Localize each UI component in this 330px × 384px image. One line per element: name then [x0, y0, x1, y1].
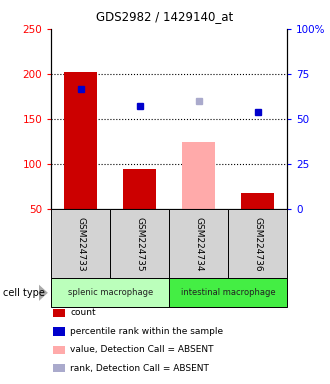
Text: GSM224733: GSM224733: [76, 217, 85, 271]
Bar: [169, 209, 228, 278]
Bar: [123, 169, 156, 209]
Bar: [64, 72, 97, 209]
Text: GSM224734: GSM224734: [194, 217, 203, 271]
Text: cell type: cell type: [3, 288, 45, 298]
Text: percentile rank within the sample: percentile rank within the sample: [70, 327, 223, 336]
Bar: [182, 142, 215, 209]
Bar: [51, 209, 110, 278]
Polygon shape: [39, 284, 48, 301]
Text: rank, Detection Call = ABSENT: rank, Detection Call = ABSENT: [70, 364, 209, 373]
Text: intestinal macrophage: intestinal macrophage: [181, 288, 276, 297]
Bar: [169, 278, 287, 307]
Text: GSM224736: GSM224736: [253, 217, 262, 271]
Text: splenic macrophage: splenic macrophage: [68, 288, 153, 297]
Bar: [228, 209, 287, 278]
Text: count: count: [70, 308, 96, 318]
Bar: [110, 209, 169, 278]
Bar: [51, 278, 169, 307]
Bar: [241, 193, 274, 209]
Text: GDS2982 / 1429140_at: GDS2982 / 1429140_at: [96, 10, 234, 23]
Text: value, Detection Call = ABSENT: value, Detection Call = ABSENT: [70, 345, 214, 354]
Text: GSM224735: GSM224735: [135, 217, 144, 271]
